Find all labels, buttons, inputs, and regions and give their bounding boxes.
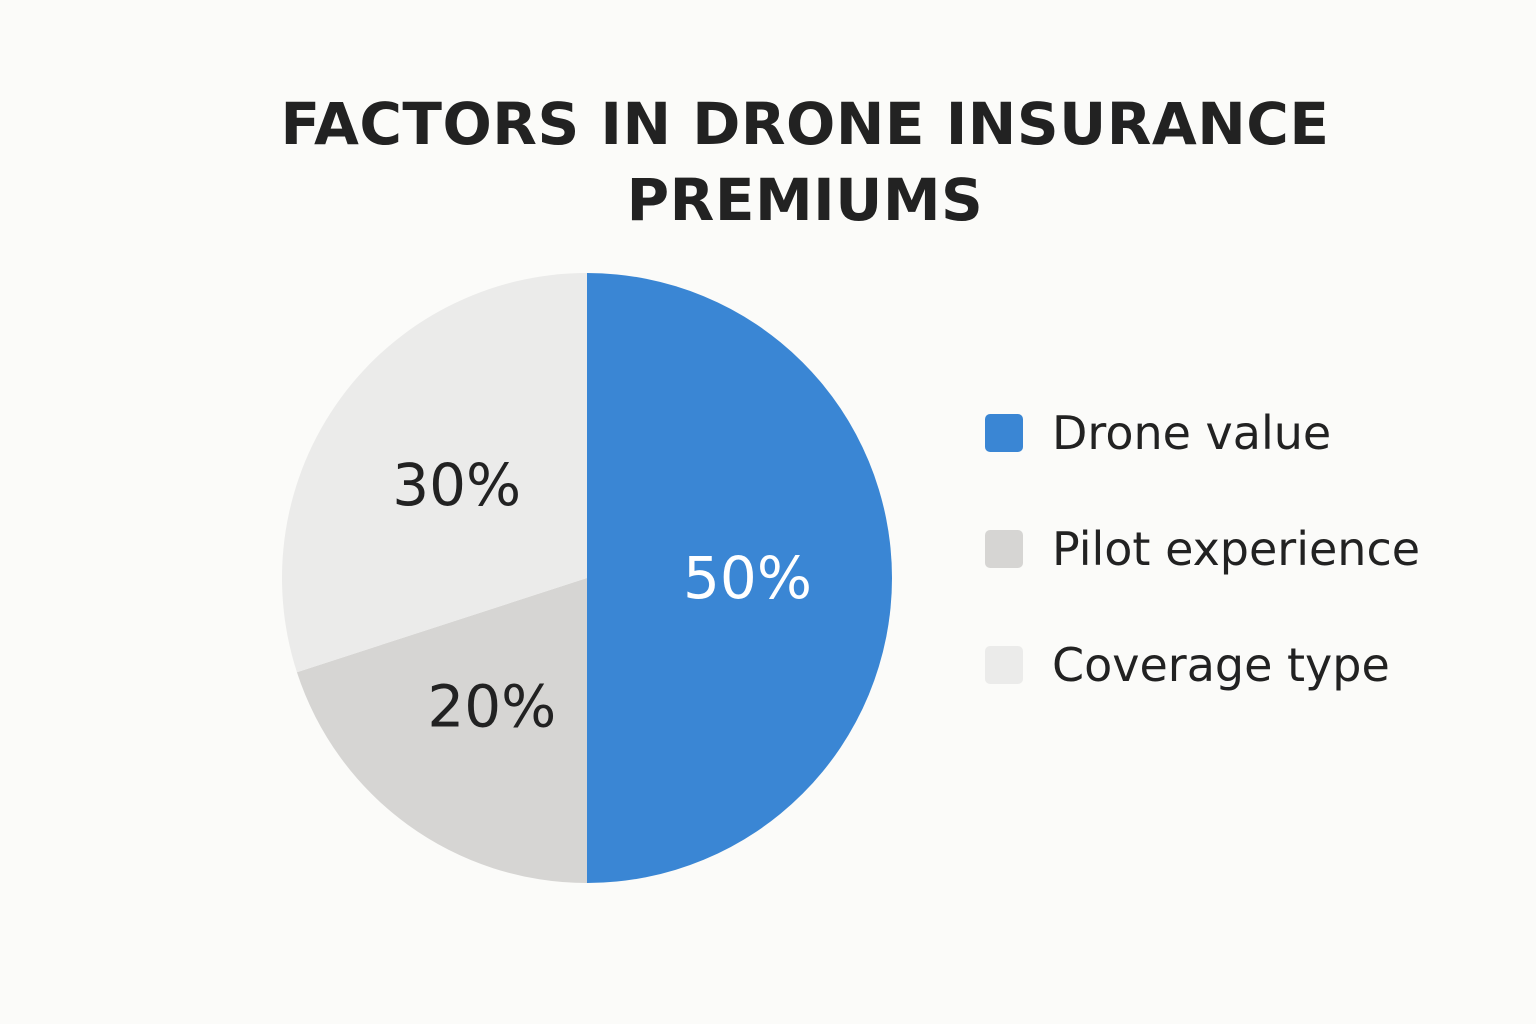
pie-slice-labels: 50% 20% 30%: [392, 451, 812, 741]
chart-title: FACTORS IN DRONE INSURANCE PREMIUMS: [0, 86, 1536, 238]
legend-item-pilot-experience: Pilot experience: [985, 516, 1505, 632]
pie-slices: [282, 273, 892, 883]
slice-label-coverage-type: 30%: [392, 451, 521, 519]
pie-slice-drone-value: [587, 273, 892, 883]
legend-item-coverage-type: Coverage type: [985, 632, 1505, 748]
legend-label-pilot-experience: Pilot experience: [1052, 522, 1421, 576]
pie-slice-coverage-type: [282, 273, 587, 673]
legend-swatch-drone-value: [985, 414, 1023, 452]
slice-label-drone-value: 50%: [683, 544, 812, 612]
pie-slice-pilot-experience: [296, 578, 587, 883]
legend-label-drone-value: Drone value: [1052, 406, 1332, 460]
slice-label-pilot-experience: 20%: [427, 672, 556, 740]
legend: Drone value Pilot experience Coverage ty…: [985, 400, 1505, 748]
legend-label-coverage-type: Coverage type: [1052, 638, 1390, 692]
legend-swatch-pilot-experience: [985, 530, 1023, 568]
chart-title-line-2: PREMIUMS: [626, 166, 984, 234]
legend-item-drone-value: Drone value: [985, 400, 1505, 516]
legend-swatch-coverage-type: [985, 646, 1023, 684]
chart-title-line-1: FACTORS IN DRONE INSURANCE: [280, 90, 1330, 158]
